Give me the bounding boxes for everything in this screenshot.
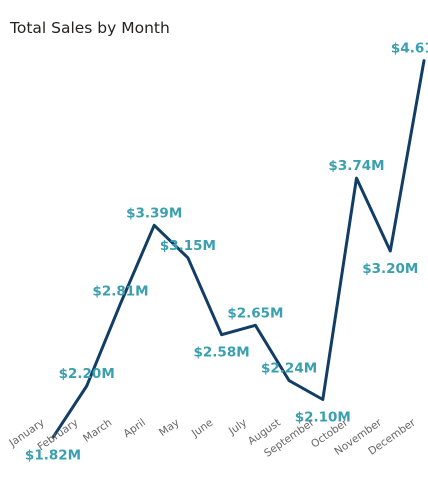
data-label: $3.20M xyxy=(362,261,418,277)
data-label: $2.10M xyxy=(295,410,351,426)
data-point xyxy=(119,302,123,306)
data-point xyxy=(85,384,89,388)
data-point xyxy=(422,59,426,63)
data-point xyxy=(186,256,190,260)
data-label: $3.15M xyxy=(160,238,216,254)
data-point xyxy=(355,176,359,180)
chart-title: Total Sales by Month xyxy=(10,19,170,37)
data-label: $2.58M xyxy=(194,345,250,361)
data-point xyxy=(388,249,392,253)
data-label: $2.24M xyxy=(261,361,317,377)
data-label: $1.82M xyxy=(25,447,81,463)
data-point xyxy=(220,333,224,337)
series-line xyxy=(51,59,426,439)
data-label: $2.81M xyxy=(92,284,148,300)
x-tick-label: April xyxy=(121,417,148,441)
x-tick-label: June xyxy=(189,417,215,441)
data-label: $3.74M xyxy=(328,158,384,174)
data-label: $3.39M xyxy=(126,205,182,221)
x-tick-label: March xyxy=(81,417,114,445)
x-tick-label: May xyxy=(157,417,182,439)
data-point xyxy=(287,379,291,383)
data-point xyxy=(152,223,156,227)
data-label: $2.65M xyxy=(227,305,283,321)
x-tick-label: July xyxy=(226,417,249,438)
data-point xyxy=(321,398,325,402)
data-label: $2.20M xyxy=(59,366,115,382)
data-point xyxy=(253,323,257,327)
data-label: $4.61M xyxy=(391,41,428,57)
